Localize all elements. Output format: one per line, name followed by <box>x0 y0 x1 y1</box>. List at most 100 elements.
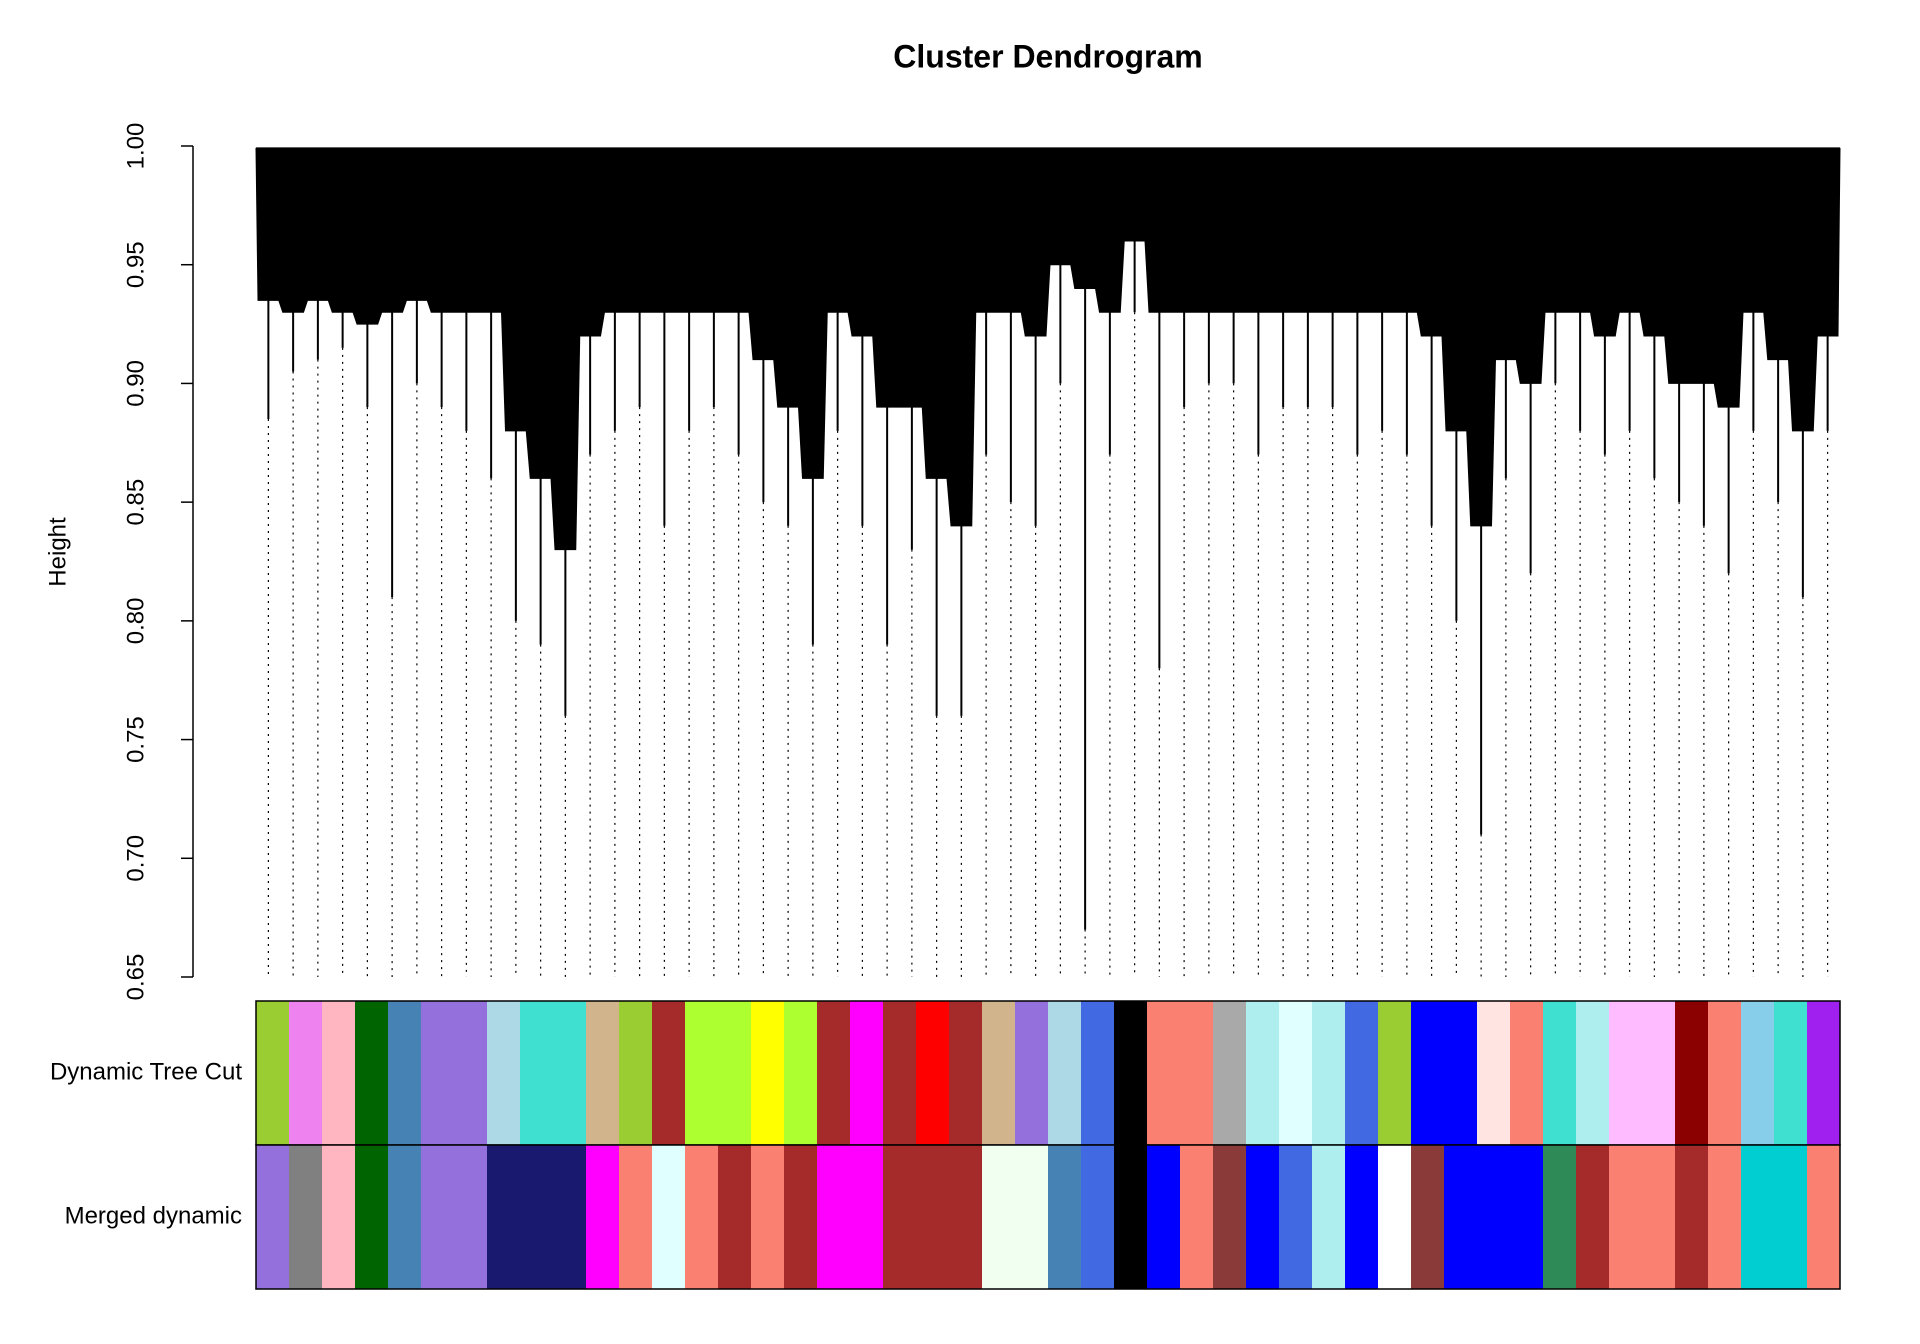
y-tick-label: 0.80 <box>122 597 149 644</box>
color-cell <box>1708 1145 1742 1289</box>
y-tick-label: 1.00 <box>122 123 149 170</box>
color-cell <box>784 1001 818 1145</box>
color-cell <box>718 1145 752 1289</box>
color-cell <box>1147 1001 1181 1145</box>
color-cell <box>1147 1145 1181 1289</box>
color-cell <box>1576 1145 1610 1289</box>
color-cell <box>1015 1001 1049 1145</box>
color-cell <box>916 1001 950 1145</box>
color-cell <box>322 1001 356 1145</box>
color-cell <box>1477 1001 1511 1145</box>
branch-mass <box>255 147 1841 551</box>
color-cell <box>1378 1001 1412 1145</box>
color-cell <box>1081 1145 1115 1289</box>
color-cell <box>1411 1145 1445 1289</box>
color-cell <box>586 1145 620 1289</box>
color-cell <box>388 1001 422 1145</box>
color-cell <box>1279 1001 1313 1145</box>
color-cell <box>487 1145 521 1289</box>
color-cell <box>817 1145 851 1289</box>
color-cell <box>1345 1001 1379 1145</box>
color-cell <box>949 1145 983 1289</box>
color-cell <box>1741 1001 1775 1145</box>
y-tick-label: 0.90 <box>122 360 149 407</box>
color-cell <box>1642 1001 1676 1145</box>
color-cell <box>1015 1145 1049 1289</box>
color-cell <box>1345 1145 1379 1289</box>
color-cell <box>322 1145 356 1289</box>
color-cell <box>454 1001 488 1145</box>
color-cell <box>652 1145 686 1289</box>
color-cell <box>1807 1001 1841 1145</box>
y-tick-label: 0.65 <box>122 954 149 1001</box>
color-cell <box>619 1145 653 1289</box>
color-cell <box>1477 1145 1511 1289</box>
color-cell <box>520 1145 554 1289</box>
color-cell <box>685 1145 719 1289</box>
color-cell <box>1048 1145 1082 1289</box>
color-cell <box>1609 1001 1643 1145</box>
color-cell <box>1246 1145 1280 1289</box>
color-cell <box>850 1001 884 1145</box>
color-cell <box>652 1001 686 1145</box>
color-cell <box>982 1001 1016 1145</box>
color-row-label: Merged dynamic <box>65 1202 242 1229</box>
color-cell <box>454 1145 488 1289</box>
color-cell <box>1774 1001 1808 1145</box>
color-cell <box>1741 1145 1775 1289</box>
color-cell <box>1774 1145 1808 1289</box>
y-tick-label: 0.70 <box>122 835 149 882</box>
color-cell <box>388 1145 422 1289</box>
color-cell <box>883 1001 917 1145</box>
color-cell <box>256 1001 290 1145</box>
color-cell <box>1675 1001 1709 1145</box>
color-cell <box>1246 1001 1280 1145</box>
color-cell <box>289 1145 323 1289</box>
color-cell <box>1510 1001 1544 1145</box>
color-cell <box>916 1145 950 1289</box>
color-cell <box>1675 1145 1709 1289</box>
color-cell <box>553 1145 587 1289</box>
color-cell <box>850 1145 884 1289</box>
color-row-label: Dynamic Tree Cut <box>50 1058 242 1085</box>
color-row-frame <box>255 1144 1841 1290</box>
y-tick-label: 0.95 <box>122 241 149 288</box>
color-cell <box>256 1145 290 1289</box>
color-cell <box>421 1145 455 1289</box>
color-cell <box>1114 1001 1148 1145</box>
color-cell <box>718 1001 752 1145</box>
color-cell <box>949 1001 983 1145</box>
y-axis-label: Height <box>44 517 71 587</box>
color-cell <box>1642 1145 1676 1289</box>
color-cell <box>817 1001 851 1145</box>
color-cell <box>1411 1001 1445 1145</box>
y-tick-label: 0.85 <box>122 479 149 526</box>
color-cell <box>1444 1145 1478 1289</box>
color-cell <box>487 1001 521 1145</box>
color-cell <box>751 1145 785 1289</box>
color-cell <box>289 1001 323 1145</box>
y-tick-label: 0.75 <box>122 716 149 763</box>
color-cell <box>751 1001 785 1145</box>
color-cell <box>1543 1001 1577 1145</box>
chart-title: Cluster Dendrogram <box>893 38 1202 74</box>
color-cell <box>784 1145 818 1289</box>
color-cell <box>685 1001 719 1145</box>
color-cell <box>1180 1001 1214 1145</box>
color-cell <box>1312 1001 1346 1145</box>
color-cell <box>421 1001 455 1145</box>
color-cell <box>1081 1001 1115 1145</box>
color-cell <box>1444 1001 1478 1145</box>
color-cell <box>1543 1145 1577 1289</box>
color-cell <box>1312 1145 1346 1289</box>
color-cell <box>553 1001 587 1145</box>
color-cell <box>1609 1145 1643 1289</box>
color-cell <box>619 1001 653 1145</box>
color-cell <box>1576 1001 1610 1145</box>
color-cell <box>1114 1145 1148 1289</box>
color-cell <box>1213 1001 1247 1145</box>
color-cell <box>982 1145 1016 1289</box>
color-cell <box>586 1001 620 1145</box>
color-cell <box>1180 1145 1214 1289</box>
